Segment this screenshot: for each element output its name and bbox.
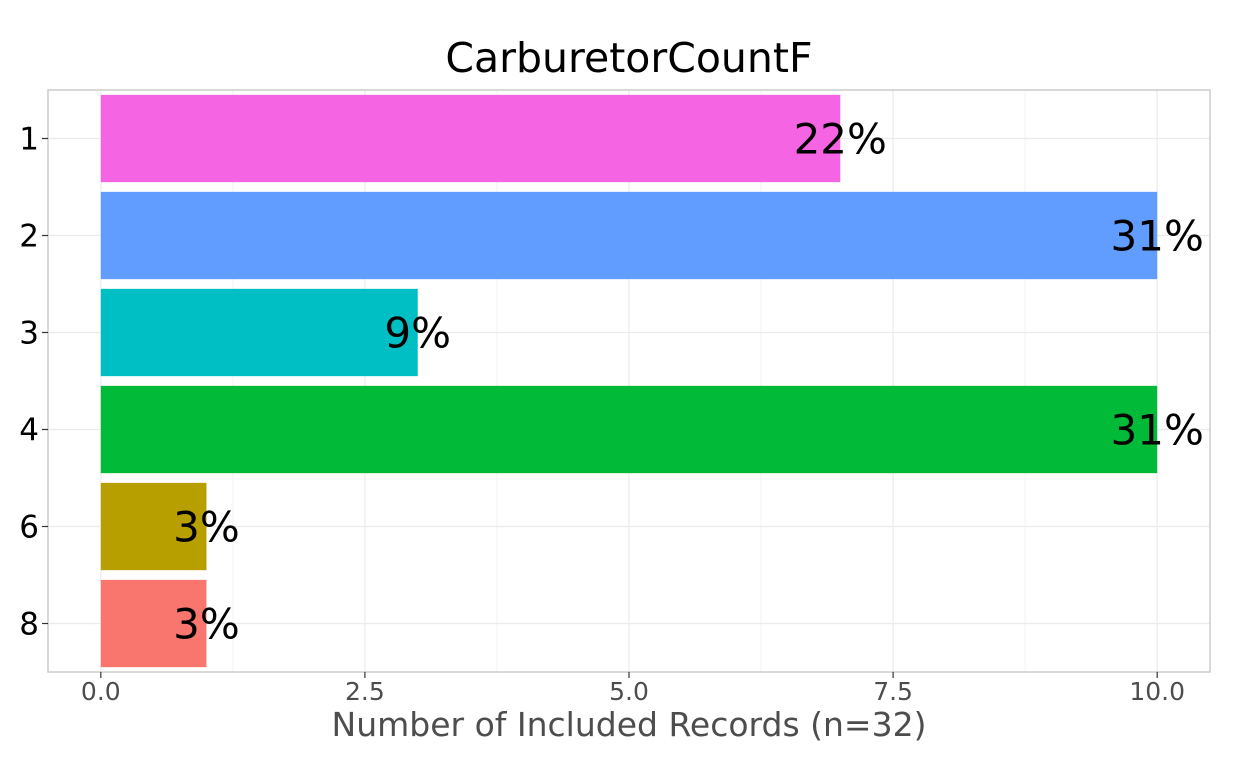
bar	[100, 385, 1158, 474]
y-tick-label: 4	[19, 413, 39, 449]
bar	[100, 191, 1158, 280]
axes: 1 2 3 4 6 8 0.0 2.5 5.0 7.5 10.0	[19, 89, 1211, 706]
x-tick-label: 0.0	[81, 677, 121, 706]
data-label: 31%	[1111, 212, 1204, 261]
bars	[100, 94, 1158, 668]
y-tick-label: 8	[19, 607, 39, 643]
data-label: 3%	[173, 503, 240, 552]
y-tick-label: 6	[19, 510, 39, 546]
bar	[100, 94, 841, 183]
x-tick-label: 2.5	[345, 677, 385, 706]
chart-title: CarburetorCountF	[445, 34, 813, 82]
x-tick-label: 5.0	[609, 677, 649, 706]
x-tick-label: 7.5	[873, 677, 913, 706]
data-label: 9%	[384, 309, 451, 358]
data-label: 22%	[794, 115, 887, 164]
x-axis-title: Number of Included Records (n=32)	[331, 705, 927, 744]
data-label: 3%	[173, 600, 240, 649]
bar	[100, 288, 418, 377]
y-tick-label: 2	[19, 219, 39, 255]
data-label: 31%	[1111, 406, 1204, 455]
x-tick-label: 10.0	[1129, 677, 1185, 706]
y-tick-label: 1	[19, 122, 39, 158]
bar	[100, 579, 207, 668]
bar	[100, 482, 207, 571]
y-tick-label: 3	[19, 316, 39, 352]
data-labels: 22% 31% 9% 31% 3% 3%	[173, 115, 1204, 649]
